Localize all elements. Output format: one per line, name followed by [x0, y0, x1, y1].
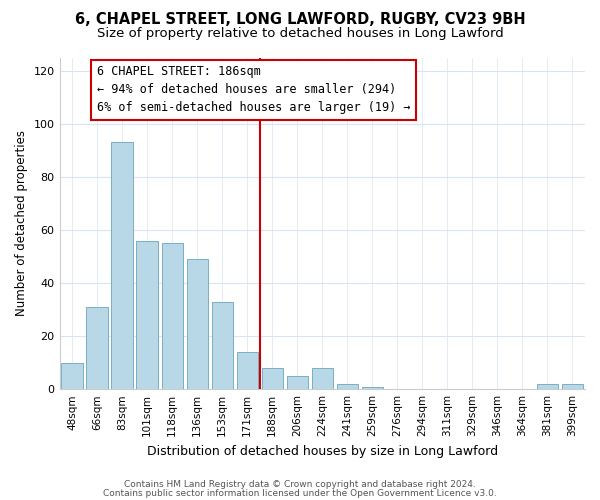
Bar: [112, 142, 133, 389]
Bar: [212, 302, 233, 389]
Y-axis label: Number of detached properties: Number of detached properties: [15, 130, 28, 316]
Bar: [362, 386, 383, 389]
Text: Contains HM Land Registry data © Crown copyright and database right 2024.: Contains HM Land Registry data © Crown c…: [124, 480, 476, 489]
Bar: [61, 362, 83, 389]
Bar: [86, 307, 108, 389]
Text: 6, CHAPEL STREET, LONG LAWFORD, RUGBY, CV23 9BH: 6, CHAPEL STREET, LONG LAWFORD, RUGBY, C…: [74, 12, 526, 28]
Bar: [262, 368, 283, 389]
Bar: [311, 368, 333, 389]
Bar: [287, 376, 308, 389]
Bar: [161, 243, 183, 389]
Text: 6 CHAPEL STREET: 186sqm
← 94% of detached houses are smaller (294)
6% of semi-de: 6 CHAPEL STREET: 186sqm ← 94% of detache…: [97, 66, 410, 114]
Text: Contains public sector information licensed under the Open Government Licence v3: Contains public sector information licen…: [103, 488, 497, 498]
Bar: [537, 384, 558, 389]
Text: Size of property relative to detached houses in Long Lawford: Size of property relative to detached ho…: [97, 28, 503, 40]
Bar: [136, 240, 158, 389]
Bar: [187, 259, 208, 389]
Bar: [562, 384, 583, 389]
Bar: [236, 352, 258, 389]
Bar: [337, 384, 358, 389]
X-axis label: Distribution of detached houses by size in Long Lawford: Distribution of detached houses by size …: [147, 444, 498, 458]
